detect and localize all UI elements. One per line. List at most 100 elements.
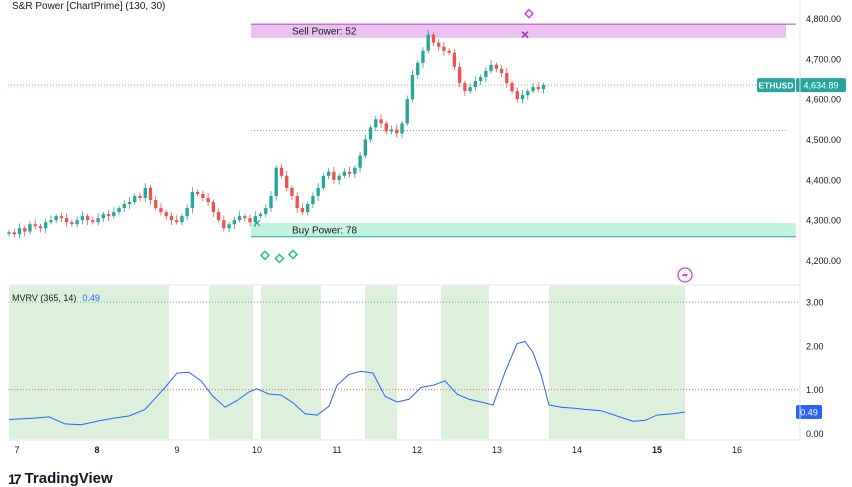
buy-signal-diamond (259, 250, 271, 261)
time-tick-label: 8 (94, 445, 99, 455)
time-tick-label: 9 (174, 445, 179, 455)
buy-power-label: Buy Power: 78 (292, 226, 357, 237)
candle-body (148, 187, 153, 200)
alert-lightning-bolt-icon (682, 270, 688, 280)
candle-body (112, 212, 116, 217)
last-price-badge-label: 4,634.89 (803, 81, 838, 91)
candle-body (101, 214, 105, 219)
price-tick-label: 4,500.00 (806, 135, 841, 145)
mvrv-shaded-range (261, 286, 321, 439)
candle-body (222, 220, 226, 229)
buy-cross-marker (253, 219, 261, 227)
candle-body (395, 129, 399, 134)
candle-body (442, 46, 446, 51)
price-chart-pane[interactable]: Sell Power: 52 Buy Power: 78 ETHUSD 4,634.8… (7, 8, 846, 283)
candle-body (326, 171, 331, 176)
candle-body (232, 220, 236, 225)
candle-body (237, 216, 242, 221)
tradingview-mark-icon: 17 (8, 470, 22, 487)
candle-body (374, 119, 378, 128)
candle-body (64, 218, 69, 223)
candle-body (138, 195, 142, 198)
candle-body (295, 195, 299, 209)
candle-body (468, 87, 472, 92)
candle-body (7, 232, 11, 234)
candle-body (169, 216, 174, 221)
candle-body (12, 232, 16, 235)
buy-signal-diamond (274, 253, 285, 264)
candle-body (353, 167, 357, 174)
candle-body (473, 81, 478, 88)
candle-body (316, 187, 320, 196)
candle-body (33, 224, 37, 227)
candle-body (227, 224, 231, 229)
price-tick-label: 4,700.00 (806, 54, 841, 64)
candle-body (190, 191, 195, 209)
buy-power-zone (251, 222, 796, 238)
candle-body (253, 216, 257, 223)
time-tick-label: 7 (14, 445, 19, 455)
candle-body (248, 218, 252, 223)
candle-body (127, 202, 132, 205)
tradingview-logo[interactable]: 17 TradingView (8, 470, 113, 487)
mvrv-shaded-range (9, 286, 169, 439)
candle-body (159, 208, 163, 213)
time-tick-label: 15 (652, 445, 662, 455)
candle-body (499, 68, 504, 73)
mvrv-shaded-range (549, 286, 685, 439)
mvrv-title: MVRV (365, 14) 0.49 (12, 293, 100, 303)
candle-body (416, 62, 420, 75)
mvrv-line (8, 340, 686, 426)
sell-signal-diamond (523, 8, 535, 19)
price-tick-label: 4,600.00 (806, 95, 841, 105)
candle-body (122, 204, 126, 209)
candle-body (505, 72, 509, 84)
price-tick-label: 4,800.00 (806, 14, 841, 24)
candle-body (515, 91, 519, 100)
candle-body (106, 214, 111, 217)
candle-body (536, 87, 540, 90)
candle-body (463, 83, 467, 92)
candle-body (457, 66, 462, 84)
candle-body (195, 191, 200, 194)
candle-body (358, 155, 362, 168)
candle-body (478, 76, 483, 82)
symbol-badge (757, 78, 795, 93)
candle-body (494, 64, 498, 69)
candle-body (321, 175, 326, 188)
mvrv-indicator-pane[interactable]: 0.49 (8, 286, 822, 439)
candle-body (368, 127, 373, 140)
candle-body (258, 214, 263, 217)
candle-body (526, 91, 530, 96)
mvrv-last-badge (796, 405, 822, 420)
candle-body (431, 34, 436, 43)
tradingview-wordmark: TradingView (24, 470, 113, 487)
candle-body (216, 212, 221, 221)
candle-body (59, 216, 64, 219)
candle-body (489, 64, 493, 71)
time-tick-label: 11 (332, 445, 341, 455)
mvrv-last-badge-label: 0.49 (800, 408, 818, 418)
candle-body (421, 50, 425, 63)
candle-body (389, 129, 394, 132)
candle-body (80, 216, 85, 221)
candle-body (510, 83, 514, 92)
candle-body (400, 123, 404, 134)
candle-body (96, 218, 100, 223)
candle-body (279, 167, 284, 176)
time-tick-label: 16 (732, 445, 742, 455)
time-tick-label: 14 (572, 445, 582, 455)
candle-body (531, 87, 535, 92)
candle-body (290, 187, 294, 196)
candle-body (38, 226, 43, 229)
candle-body (285, 175, 289, 188)
mvrv-shaded-range (365, 286, 397, 439)
candle-body (520, 95, 525, 100)
candle-body (347, 171, 352, 174)
candle-body (49, 220, 53, 223)
mvrv-tick-label: 2.00 (806, 341, 824, 351)
candle-body (133, 195, 137, 203)
candle-body (206, 197, 210, 203)
candle-body (264, 208, 268, 215)
